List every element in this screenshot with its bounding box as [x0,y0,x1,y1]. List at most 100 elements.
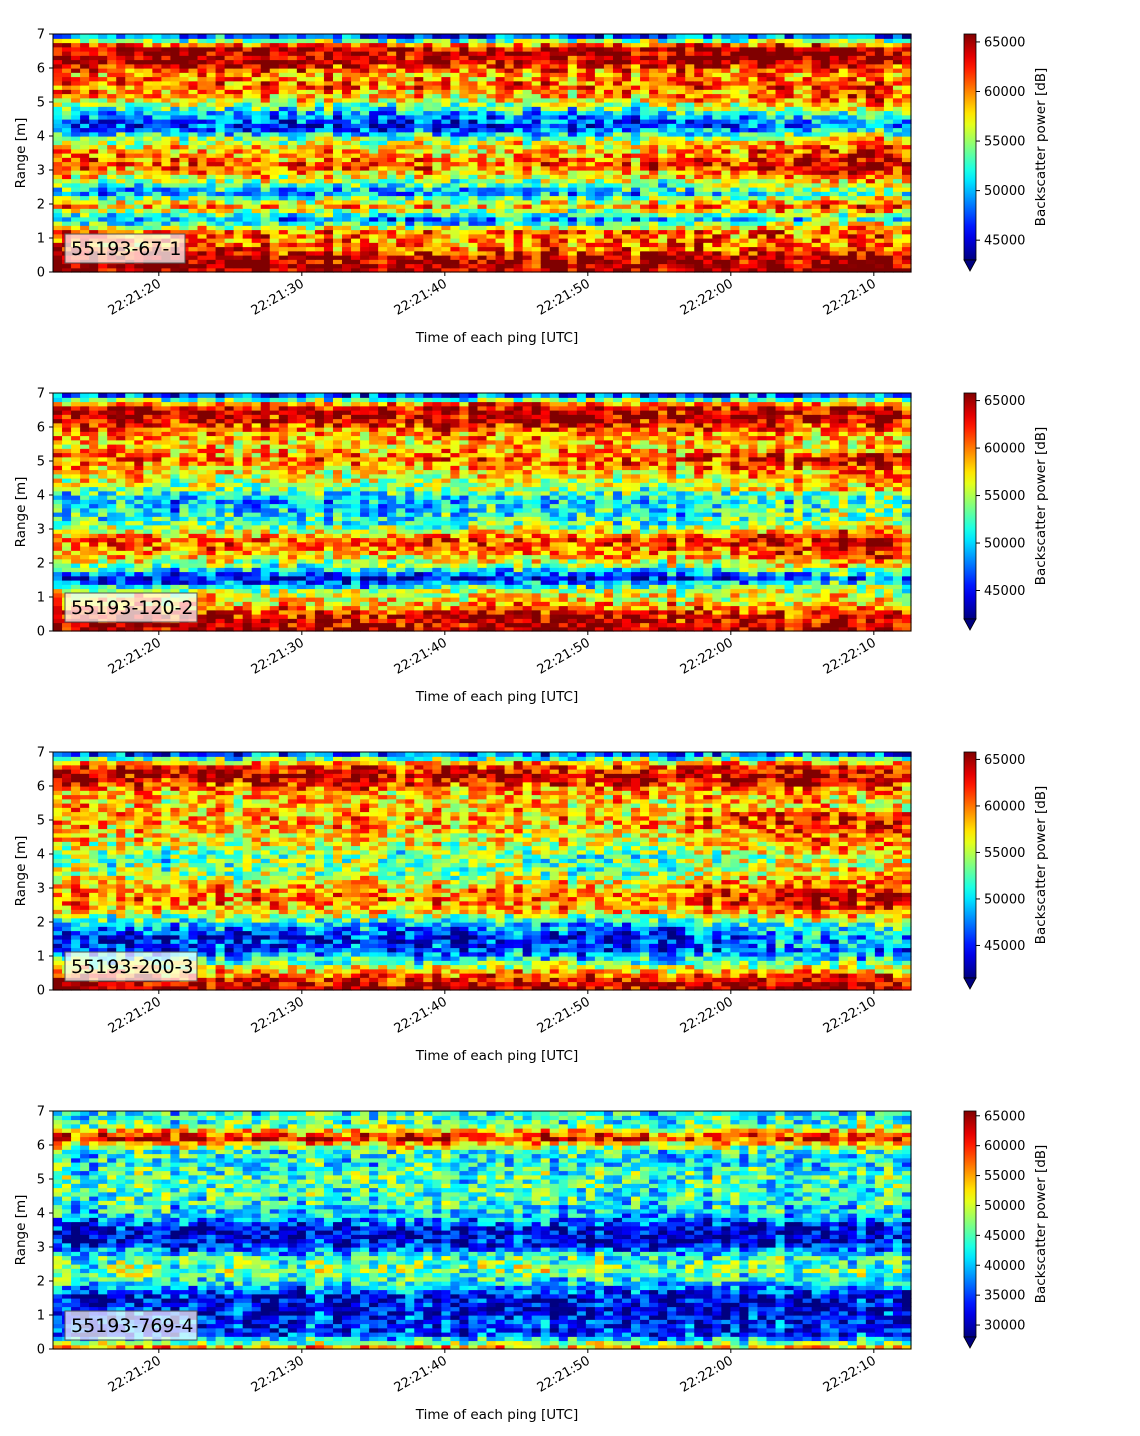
heatmap-cell [459,183,469,188]
heatmap-cell [315,179,325,184]
heatmap-cell [794,68,804,73]
heatmap-cell [821,196,831,201]
heatmap-cell [676,179,686,184]
heatmap-cell [830,102,840,107]
heatmap-cell [748,204,758,209]
heatmap-cell [866,187,876,192]
heatmap-cell [125,153,135,158]
heatmap-cell [821,153,831,158]
heatmap-cell [676,225,686,230]
heatmap-cell [468,153,478,158]
heatmap-cell [315,60,325,65]
heatmap-cell [685,123,695,128]
heatmap-cell [685,200,695,205]
heatmap-cell [315,145,325,150]
heatmap-cell [216,213,226,218]
heatmap-cell [414,204,424,209]
heatmap-cell [776,259,786,264]
heatmap-cell [360,64,370,69]
heatmap-cell [721,242,731,247]
heatmap-cell [170,81,180,86]
heatmap-cell [179,55,189,60]
heatmap-cell [441,208,451,213]
heatmap-cell [234,60,244,65]
heatmap-cell [378,225,388,230]
heatmap-cell [766,255,776,260]
heatmap-cell [875,230,885,235]
heatmap-cell [505,111,515,116]
heatmap-cell [730,153,740,158]
heatmap-cell [125,196,135,201]
heatmap-cell [577,234,587,239]
heatmap-cell [830,149,840,154]
heatmap-cell [315,174,325,179]
heatmap-cell [595,153,605,158]
heatmap-cell [866,140,876,145]
heatmap-cell [89,170,99,175]
heatmap-cell [143,47,153,52]
heatmap-cell [297,47,307,52]
heatmap-cell [712,200,722,205]
heatmap-cell [423,191,433,196]
heatmap-cell [839,230,849,235]
heatmap-cell [270,64,280,69]
heatmap-cell [676,119,686,124]
heatmap-cell [369,149,379,154]
heatmap-cell [821,115,831,120]
heatmap-cell [496,166,506,171]
heatmap-cell [161,55,171,60]
heatmap-cell [270,221,280,226]
heatmap-cell [631,145,641,150]
heatmap-cell [252,191,262,196]
heatmap-cell [586,200,596,205]
heatmap-cell [170,217,180,222]
heatmap-cell [622,77,632,82]
heatmap-cell [342,111,352,116]
heatmap-cell [170,72,180,77]
heatmap-cell [875,162,885,167]
heatmap-cell [216,157,226,162]
heatmap-cell [243,200,253,205]
heatmap-cell [550,81,560,86]
heatmap-cell [188,196,198,201]
heatmap-cell [351,115,361,120]
heatmap-cell [71,157,81,162]
heatmap-cell [450,136,460,141]
heatmap-cell [198,55,208,60]
heatmap-cell [198,196,208,201]
heatmap-cell [487,234,497,239]
heatmap-cell [234,140,244,145]
heatmap-cell [459,111,469,116]
heatmap-cell [541,200,551,205]
heatmap-cell [161,149,171,154]
heatmap-cell [315,264,325,269]
heatmap-cell [125,162,135,167]
heatmap-cell [170,208,180,213]
heatmap-cell [622,187,632,192]
heatmap-cell [613,213,623,218]
heatmap-cell [803,183,813,188]
heatmap-cell [830,255,840,260]
heatmap-cell [568,55,578,60]
heatmap-cell [297,51,307,56]
heatmap-cell [730,128,740,133]
heatmap-cell [640,162,650,167]
heatmap-cell [387,174,397,179]
heatmap-cell [487,119,497,124]
heatmap-cell [414,68,424,73]
heatmap-cell [198,72,208,77]
heatmap-cell [857,136,867,141]
heatmap-cell [279,72,289,77]
heatmap-cell [839,204,849,209]
heatmap-cell [342,187,352,192]
heatmap-cell [324,157,334,162]
heatmap-cell [315,234,325,239]
heatmap-cell [53,145,63,150]
heatmap-cell [243,217,253,222]
heatmap-cell [360,98,370,103]
heatmap-cell [703,106,713,111]
heatmap-cell [243,204,253,209]
heatmap-cell [378,85,388,90]
heatmap-cell [423,85,433,90]
heatmap-cell [243,111,253,116]
